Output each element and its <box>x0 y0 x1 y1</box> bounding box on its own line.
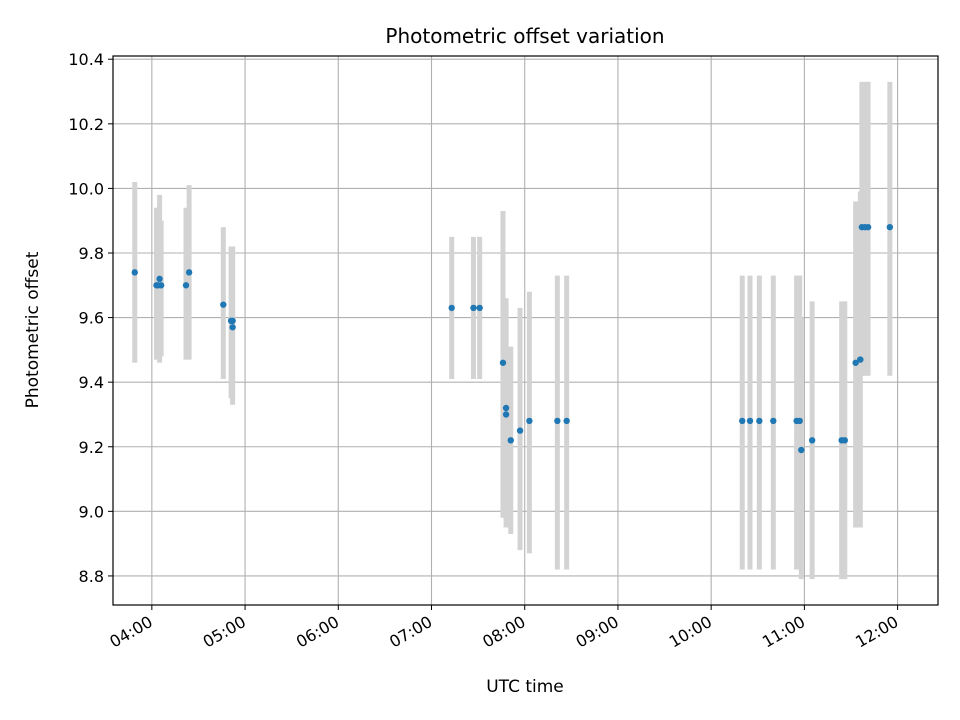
plot-frame <box>112 55 939 606</box>
data-point <box>229 317 236 325</box>
data-point <box>808 437 816 444</box>
x-axis-label: UTC time <box>486 677 564 697</box>
y-tick-label: 9.2 <box>79 438 104 457</box>
data-point <box>470 304 477 312</box>
data-point <box>852 359 859 366</box>
data-point <box>554 417 561 425</box>
y-tick-label: 10.4 <box>68 50 104 69</box>
data-point <box>756 417 763 425</box>
y-tick-label: 10.2 <box>68 115 104 134</box>
data-point <box>746 417 754 425</box>
data-point <box>182 282 190 289</box>
data-point <box>864 223 872 231</box>
data-point <box>507 437 514 444</box>
data-point <box>841 437 848 444</box>
y-tick-label: 9.0 <box>79 502 104 521</box>
y-tick-label: 9.6 <box>79 309 104 328</box>
data-point <box>770 417 777 425</box>
data-point <box>739 417 746 425</box>
data-point <box>886 223 894 231</box>
data-point <box>157 282 165 289</box>
data-point <box>502 411 510 418</box>
data-point <box>185 269 193 276</box>
data-point <box>131 269 138 276</box>
data-point <box>526 417 533 425</box>
data-point <box>499 359 507 366</box>
data-point <box>156 275 163 283</box>
data-point <box>229 324 236 331</box>
data-point <box>798 446 805 454</box>
data-point <box>857 356 864 363</box>
y-tick-label: 9.8 <box>79 244 104 263</box>
data-points <box>131 223 894 454</box>
y-axis-ticks: 8.8 9.0 9.2 9.4 9.6 9.8 10.0 10.2 10.4 <box>68 50 113 586</box>
data-point <box>220 301 227 308</box>
data-point <box>476 304 483 312</box>
data-point <box>796 417 803 425</box>
y-tick-label: 8.8 <box>79 567 104 586</box>
y-axis-label: Photometric offset <box>23 251 43 408</box>
data-point <box>563 417 570 425</box>
chart-title: Photometric offset variation <box>385 24 664 48</box>
data-point <box>502 404 510 412</box>
y-tick-label: 10.0 <box>68 179 104 198</box>
data-point <box>516 427 524 434</box>
y-tick-label: 9.4 <box>79 373 104 392</box>
data-point <box>448 304 455 312</box>
